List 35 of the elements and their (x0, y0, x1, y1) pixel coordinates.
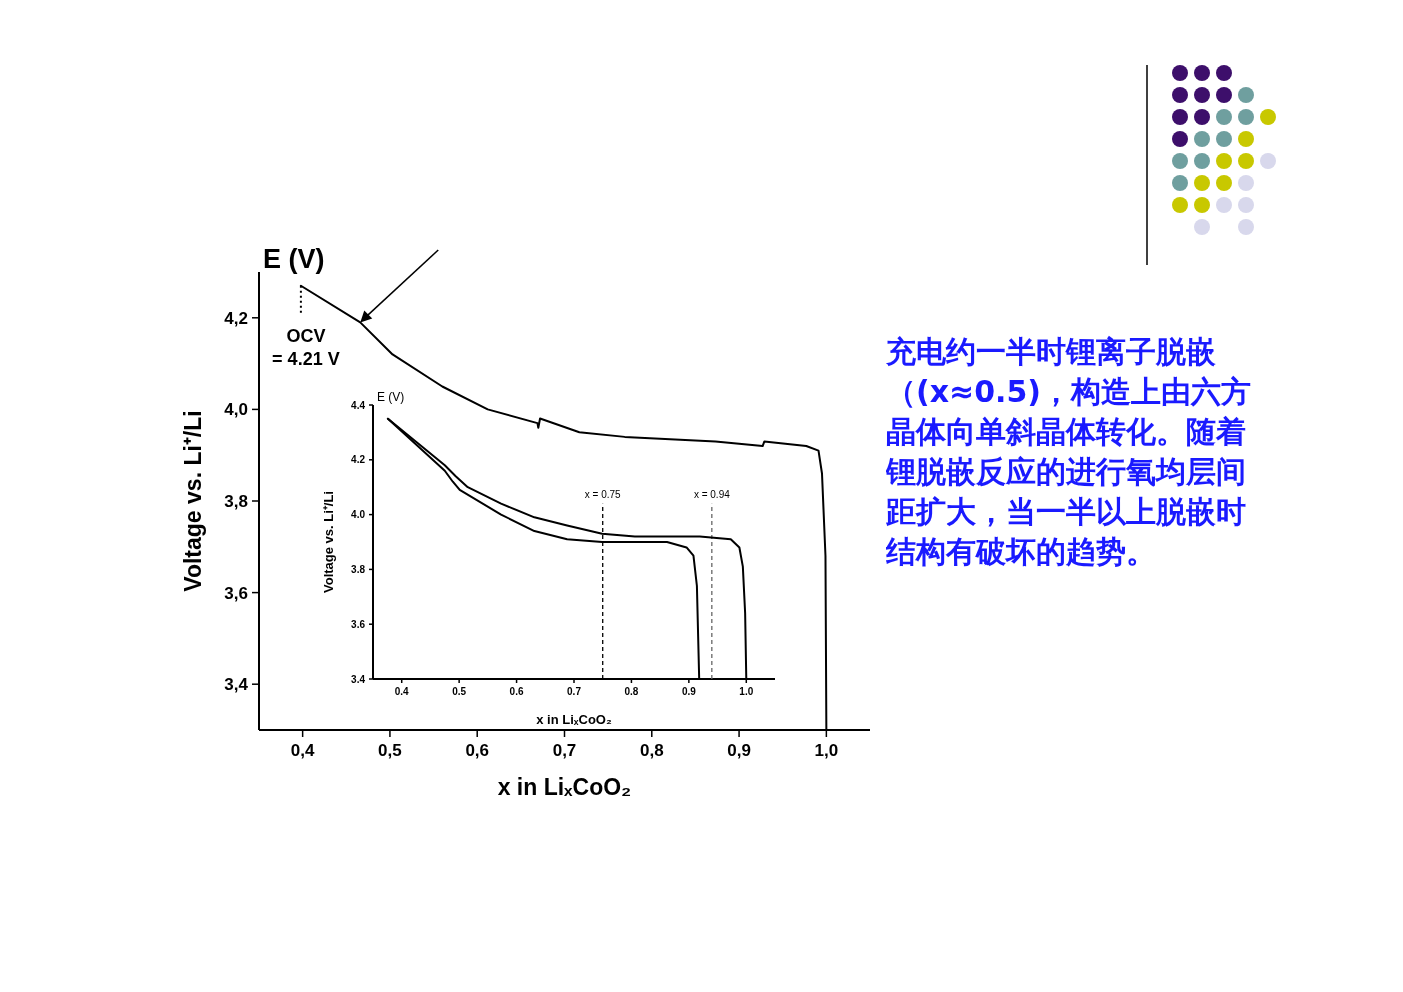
x-tick-label: 1,0 (814, 741, 839, 760)
annotation: OCV = 4.21 V (272, 325, 340, 369)
y-tick-label: 3.4 (351, 673, 366, 685)
y-axis-title: Voltage vs. Li⁺/Li (321, 490, 336, 594)
y-axis-title: Voltage vs. Li⁺/Li (179, 410, 206, 592)
y-tick-label: 4,2 (224, 308, 248, 328)
x-tick-label: 0,8 (639, 741, 664, 760)
annotation: E (V) (377, 390, 405, 404)
x-tick-label: 0,7 (552, 741, 577, 760)
x-tick-label: 0,4 (290, 741, 315, 760)
y-tick-label: 3.8 (351, 563, 366, 575)
x-tick-label: 0.7 (567, 686, 582, 697)
x-tick-label: 0,6 (465, 741, 490, 760)
x-tick-label: 0.8 (624, 686, 639, 697)
y-tick-label: 3,8 (224, 491, 248, 511)
y-tick-label: 3,6 (224, 583, 248, 603)
y-tick-label: 3,4 (224, 675, 249, 695)
x-tick-label: 0.6 (509, 686, 524, 697)
x-tick-label: 0.5 (452, 686, 467, 697)
y-tick-label: 4.0 (351, 509, 366, 521)
y-tick-label: 3.6 (351, 618, 366, 630)
y-tick-label: 4,0 (224, 400, 248, 420)
x-tick-label: 0,9 (727, 741, 751, 760)
x-tick-label: 0,5 (378, 741, 402, 760)
y-tick-label: 4.4 (351, 399, 366, 411)
x-axis-title: x in LiₓCoO₂ (497, 774, 632, 800)
x-tick-label: 1.0 (739, 686, 754, 697)
ref-line-label: x = 0.75 (584, 488, 622, 500)
x-tick-label: 0.9 (681, 686, 697, 697)
ref-line-label: x = 0.94 (693, 488, 731, 500)
text: 充电约一半时锂离子脱嵌（(x≈0.5)，构造上由六方晶体向单斜晶体转化。随着锂脱嵌反应的进行氧均层间距扩大，当一半以上脱嵌时结构有破坏的趋势。 (886, 333, 1253, 571)
annotation: E (V) (263, 244, 325, 274)
x-axis-title: x in LiₓCoO₂ (536, 712, 612, 727)
y-tick-label: 4.2 (351, 454, 366, 466)
x-tick-label: 0.4 (394, 686, 410, 697)
